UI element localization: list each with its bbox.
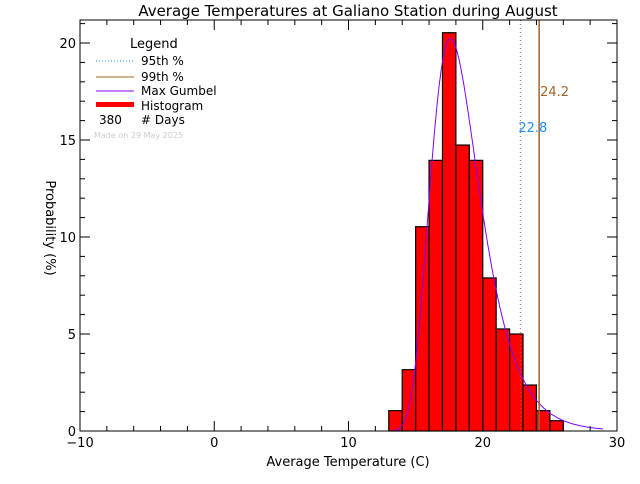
legend-histogram-label: Histogram [141,99,203,113]
histogram-bar [455,144,470,432]
histogram-bar [549,420,564,432]
x-tick-label: 20 [474,436,491,451]
x-tick-label: 30 [609,436,626,451]
made-on-note: Made on 29 May 2025 [94,131,183,140]
histogram-bars [388,32,564,432]
legend-title: Legend [130,37,178,52]
x-tick-label: 0 [210,436,218,451]
y-tick-label: 5 [68,328,76,343]
legend: Legend 95th % 99th % Max Gumbel Histogra… [94,37,217,140]
legend-days-label: # Days [141,113,185,127]
histogram-bar [495,328,511,432]
histogram-bar [441,32,457,432]
x-tick-label: 10 [340,436,357,451]
legend-p99-label: 99th % [141,70,184,84]
histogram-bar [482,277,497,432]
x-tick-label: −10 [66,436,93,451]
chart-title: Average Temperatures at Galiano Station … [138,2,557,20]
legend-gumbel-label: Max Gumbel [141,84,217,98]
histogram-bar [522,384,538,432]
histogram-bar [428,159,444,432]
histogram-bar [509,333,524,432]
legend-days-count: 380 [99,113,122,127]
x-axis-label: Average Temperature (C) [266,455,429,470]
histogram-bar [415,226,430,432]
y-tick-label: 0 [68,425,76,440]
y-tick-label: 20 [59,37,76,52]
y-tick-label: 10 [59,231,76,246]
y-tick-label: 15 [59,134,76,149]
p99-label: 24.2 [540,85,569,100]
legend-p95-label: 95th % [141,54,184,68]
legend-histogram-swatch [96,102,134,107]
p95-label: 22.8 [518,121,547,136]
y-axis-label: Probability (%) [42,180,57,275]
gumbel-curve [392,38,603,432]
